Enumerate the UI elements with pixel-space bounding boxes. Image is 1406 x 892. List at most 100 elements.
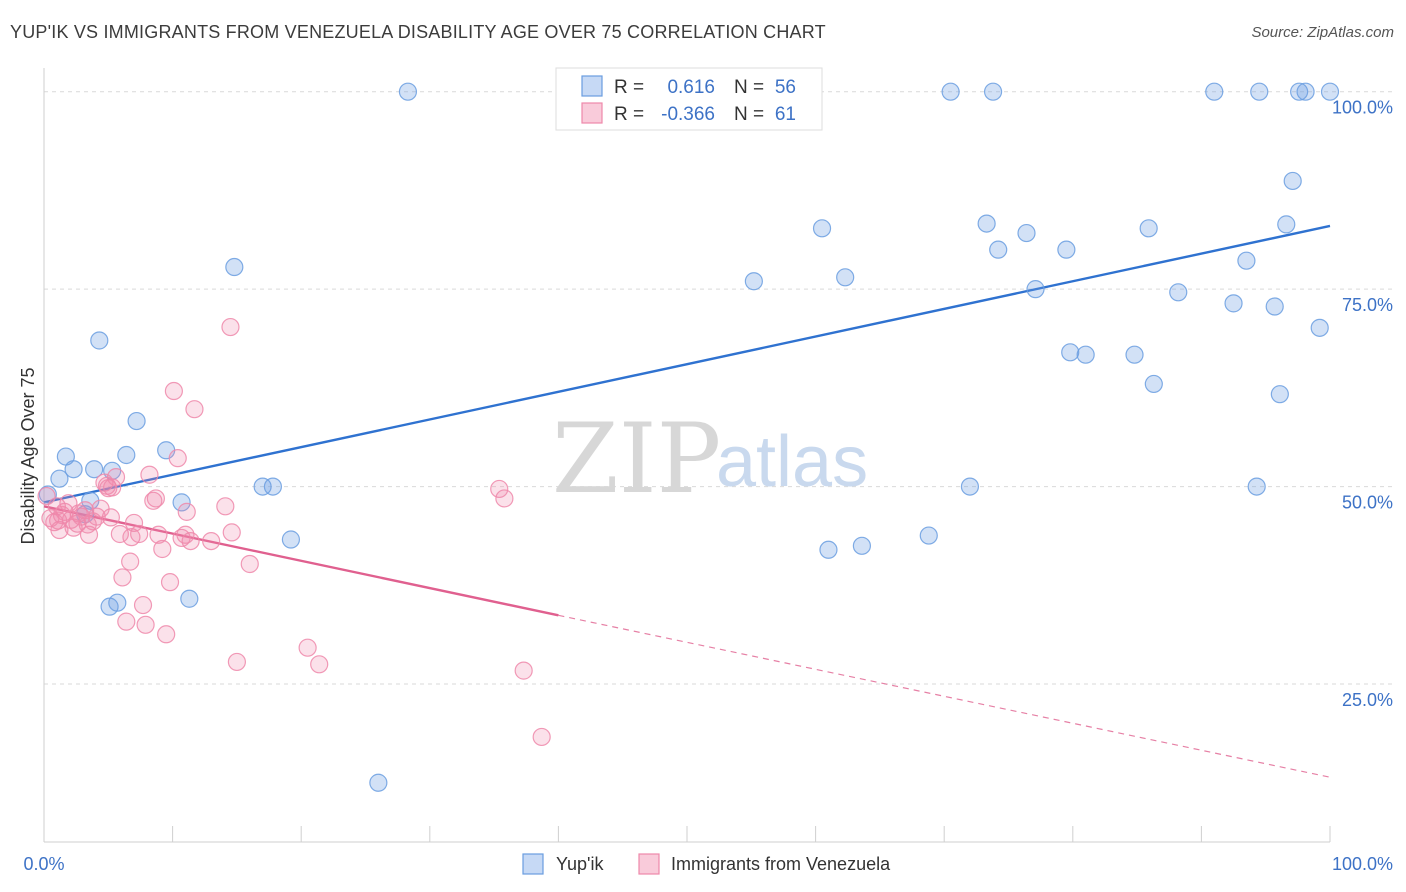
stats-legend: R = 0.616 N = 56 R = -0.366 N = 61 (555, 67, 823, 131)
point-venezuela-57 (146, 489, 165, 508)
point-venezuela-49 (495, 489, 514, 508)
legend-r-value-1: 0.616 (667, 77, 715, 98)
point-venezuela-26 (133, 595, 153, 615)
legend-n-value-1: 56 (775, 77, 796, 98)
y-tick-label-100: 100.0% (1332, 98, 1393, 118)
chart-title: YUP'IK VS IMMIGRANTS FROM VENEZUELA DISA… (10, 22, 826, 42)
y-tick-label-75: 75.0% (1342, 295, 1393, 315)
point-venezuela-22 (117, 612, 136, 631)
point-venezuela-41 (216, 497, 235, 516)
point-venezuela-27 (136, 615, 155, 634)
point-yupik-56 (1320, 82, 1340, 101)
point-yupik-53 (1290, 82, 1309, 101)
point-venezuela-43 (222, 523, 241, 542)
point-yupik-1 (50, 469, 69, 488)
legend-r-label-2: R = (614, 104, 644, 125)
point-yupik-16 (225, 257, 244, 277)
x-tick-label-0: 0.0% (23, 854, 64, 874)
point-venezuela-44 (227, 652, 246, 672)
point-yupik-31 (960, 477, 980, 496)
y-axis-label: Disability Age Over 75 (18, 367, 38, 544)
point-yupik-54 (1296, 82, 1315, 101)
point-venezuela-37 (177, 502, 196, 521)
point-venezuela-59 (97, 476, 117, 495)
point-yupik-21 (398, 82, 418, 101)
point-venezuela-23 (121, 552, 140, 571)
y-tick-label-25: 25.0% (1342, 690, 1393, 710)
point-yupik-44 (1205, 82, 1224, 101)
point-venezuela-56 (122, 528, 141, 547)
point-venezuela-4 (50, 520, 69, 540)
point-yupik-51 (1277, 215, 1296, 234)
legend-n-value-2: 61 (775, 104, 796, 125)
point-venezuela-50 (514, 661, 533, 680)
point-yupik-27 (836, 268, 855, 287)
point-venezuela-33 (160, 573, 180, 592)
point-venezuela-35 (168, 449, 187, 468)
point-yupik-35 (1017, 223, 1036, 243)
point-yupik-3 (64, 460, 83, 479)
point-yupik-43 (1169, 283, 1188, 302)
point-yupik-25 (812, 219, 832, 238)
legend-r-value-2: -0.366 (661, 104, 715, 125)
point-yupik-45 (1224, 294, 1243, 313)
point-yupik-7 (90, 331, 109, 350)
point-yupik-26 (819, 540, 838, 559)
point-yupik-17 (253, 477, 272, 496)
point-yupik-38 (1061, 343, 1080, 362)
point-venezuela-51 (532, 727, 551, 747)
point-venezuela-60 (49, 511, 68, 530)
point-venezuela-48 (490, 479, 509, 499)
point-yupik-6 (85, 460, 104, 479)
point-yupik-30 (941, 82, 960, 101)
point-yupik-15 (180, 589, 199, 608)
point-yupik-55 (1310, 318, 1329, 337)
legend-swatch-yupik (581, 75, 603, 97)
data-points (37, 82, 1340, 792)
y-tick-label-50: 50.0% (1342, 493, 1393, 513)
grid-lines (44, 91, 1395, 685)
point-venezuela-28 (140, 465, 159, 484)
bottom-legend-label-yupik: Yup'ik (556, 854, 604, 874)
point-yupik-34 (989, 240, 1008, 259)
trend-line-venezuela-dashed (558, 614, 1331, 778)
x-tick-label-100: 100.0% (1332, 854, 1393, 874)
legend-n-label-1: N = (734, 77, 764, 98)
point-yupik-20 (369, 773, 388, 792)
point-venezuela-20 (110, 524, 129, 544)
point-yupik-33 (983, 82, 1003, 101)
point-yupik-32 (977, 214, 996, 233)
tick-labels: 25.0% 50.0% 75.0% 100.0% 0.0% 100.0% (23, 98, 1393, 874)
point-venezuela-39 (185, 400, 204, 419)
point-yupik-46 (1237, 251, 1256, 270)
point-yupik-48 (1250, 82, 1269, 101)
point-venezuela-29 (144, 491, 163, 510)
point-venezuela-45 (240, 554, 259, 574)
trend-line-venezuela-solid (43, 505, 559, 617)
watermark-atlas: atlas (716, 422, 868, 502)
point-yupik-12 (127, 411, 146, 431)
point-yupik-37 (1057, 240, 1076, 259)
point-venezuela-31 (153, 539, 172, 559)
point-yupik-41 (1139, 219, 1158, 238)
point-yupik-24 (744, 272, 763, 291)
point-yupik-29 (919, 526, 938, 545)
point-yupik-39 (1076, 345, 1095, 364)
point-venezuela-42 (221, 317, 240, 337)
point-yupik-50 (1270, 385, 1289, 404)
point-yupik-47 (1247, 477, 1266, 496)
point-yupik-42 (1144, 374, 1163, 394)
point-yupik-52 (1283, 171, 1302, 191)
bottom-legend-label-venezuela: Immigrants from Venezuela (671, 854, 891, 874)
axes (43, 68, 1331, 843)
point-yupik-36 (1026, 280, 1045, 299)
point-venezuela-34 (164, 381, 183, 401)
point-venezuela-30 (149, 525, 168, 544)
source-credit: Source: ZipAtlas.com (1251, 24, 1394, 41)
trend-line-yupik (43, 224, 1331, 504)
legend-r-label-1: R = (614, 77, 644, 98)
legend-n-label-2: N = (734, 104, 764, 125)
point-yupik-49 (1265, 297, 1284, 316)
point-yupik-40 (1125, 345, 1144, 364)
